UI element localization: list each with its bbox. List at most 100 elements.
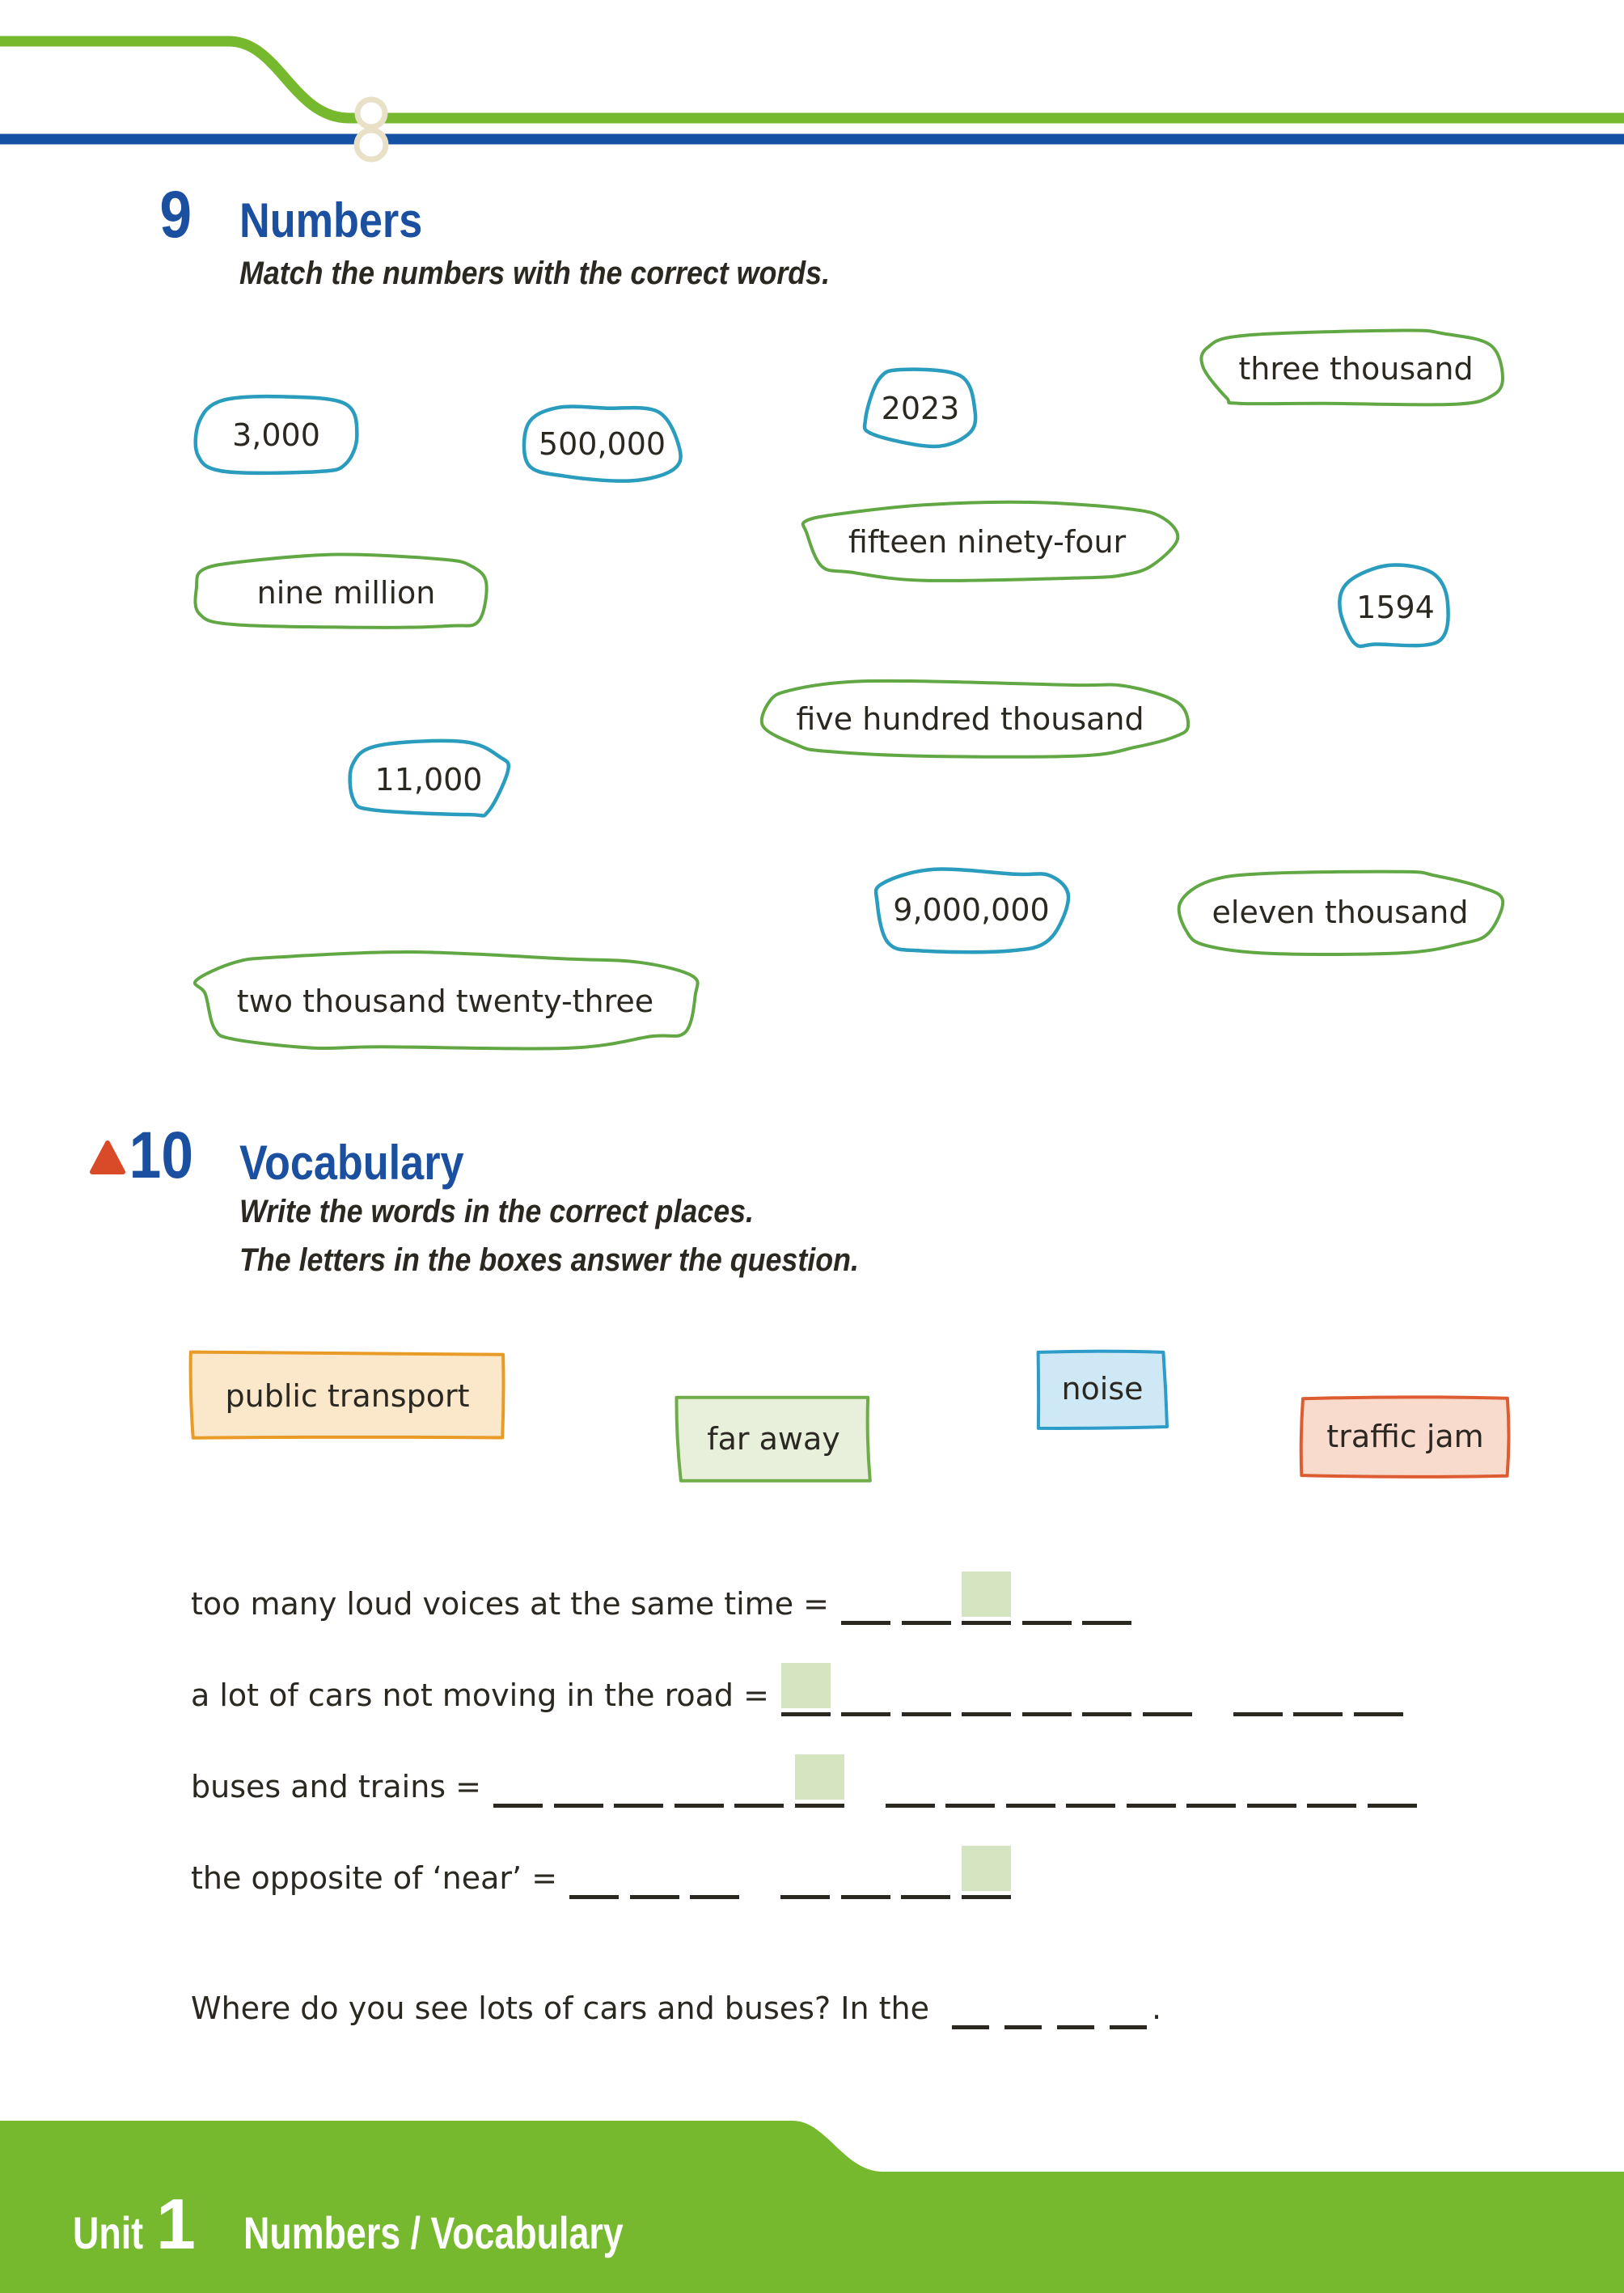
word-box-outline-icon — [1299, 1395, 1511, 1479]
blob-outline-icon — [193, 552, 488, 629]
answer-blank[interactable] — [1082, 1620, 1132, 1625]
match-blob-word[interactable]: eleven thousand — [1176, 869, 1505, 956]
blob-outline-icon — [801, 500, 1180, 582]
match-blob-number[interactable]: 11,000 — [348, 738, 511, 820]
answer-blank[interactable] — [690, 1894, 740, 1899]
footer-band — [0, 2121, 1624, 2293]
footer-section-title: Numbers / Vocabulary — [243, 2207, 624, 2258]
blank-group — [493, 1754, 844, 1808]
exercise9-instruction: Match the numbers with the correct words… — [239, 256, 831, 291]
top-decoration — [0, 36, 1624, 163]
blank-group — [951, 1991, 1147, 2029]
definition-text: too many loud voices at the same time = — [191, 1586, 830, 1622]
answer-blank[interactable] — [734, 1803, 784, 1808]
blob-outline-icon — [193, 950, 700, 1051]
answer-blank[interactable] — [1246, 1803, 1296, 1808]
match-blob-word[interactable]: fifteen ninety-four — [795, 500, 1180, 583]
answer-blank[interactable] — [493, 1803, 543, 1808]
answer-blank[interactable] — [1307, 1803, 1356, 1808]
answer-blank[interactable] — [1082, 1711, 1132, 1716]
green-rule — [0, 36, 1624, 124]
blob-label: eleven thousand — [1212, 895, 1469, 930]
answer-blank[interactable] — [1293, 1711, 1343, 1716]
word-bank-item[interactable]: public transport — [188, 1350, 505, 1441]
answer-blank[interactable] — [1186, 1803, 1236, 1808]
answer-blank[interactable] — [951, 2024, 989, 2029]
answer-blank[interactable] — [1056, 2024, 1094, 2029]
letter-box — [962, 1571, 1012, 1617]
answer-blank[interactable] — [885, 1803, 935, 1808]
match-blob-number[interactable]: 2023 — [862, 367, 978, 449]
answer-blank[interactable] — [962, 1571, 1012, 1625]
word-bank-item[interactable]: noise — [1036, 1348, 1169, 1430]
blob-outline-icon — [193, 394, 359, 476]
match-blob-word[interactable]: three thousand — [1199, 328, 1512, 410]
word-bank-label: far away — [707, 1421, 840, 1457]
answer-blank[interactable] — [780, 1894, 831, 1899]
answer-blank[interactable] — [1353, 1711, 1403, 1716]
exercise10-instruction-line2: The letters in the boxes answer the ques… — [239, 1242, 859, 1278]
answer-blank[interactable] — [614, 1803, 663, 1808]
answer-blank[interactable] — [1367, 1803, 1417, 1808]
answer-blank[interactable] — [841, 1620, 891, 1625]
footer-unit-number: 1 — [156, 2184, 196, 2264]
question-text: Where do you see lots of cars and buses?… — [191, 1991, 929, 2026]
answer-blank[interactable] — [1126, 1803, 1176, 1808]
blob-label: fifteen ninety-four — [848, 524, 1127, 560]
answer-blank[interactable] — [794, 1754, 844, 1808]
answer-blank[interactable] — [629, 1894, 679, 1899]
word-box-outline-icon — [1036, 1349, 1169, 1430]
answer-blank[interactable] — [945, 1803, 995, 1808]
answer-blank[interactable] — [780, 1662, 831, 1716]
answer-blank[interactable] — [674, 1803, 724, 1808]
answer-blank[interactable] — [901, 1620, 951, 1625]
blob-outline-icon — [1338, 563, 1450, 649]
answer-blank[interactable] — [901, 1894, 951, 1899]
definition-text: the opposite of ‘near’ = — [191, 1860, 558, 1896]
answer-blank[interactable] — [553, 1803, 603, 1808]
letter-box — [961, 1845, 1011, 1891]
answer-blank[interactable] — [1066, 1803, 1115, 1808]
match-blob-number[interactable]: 3,000 — [192, 394, 360, 476]
definition-row: the opposite of ‘near’ = — [191, 1845, 1011, 1899]
answer-blank[interactable] — [569, 1894, 620, 1899]
blank-group — [569, 1860, 740, 1899]
match-blob-number[interactable]: 1594 — [1338, 563, 1453, 651]
exercise9-number: 9 — [159, 178, 192, 252]
answer-blank[interactable] — [1109, 2024, 1147, 2029]
match-blob-word[interactable]: five hundred thousand — [751, 679, 1191, 759]
match-blob-word[interactable]: two thousand twenty-three — [191, 950, 700, 1052]
answer-blank[interactable] — [1021, 1620, 1072, 1625]
answer-blank[interactable] — [841, 1711, 891, 1716]
answer-blank[interactable] — [1233, 1711, 1283, 1716]
match-blob-word[interactable]: nine million — [193, 551, 497, 634]
match-blob-number[interactable]: 9,000,000 — [873, 867, 1071, 954]
answer-blank[interactable] — [1004, 2024, 1042, 2029]
answer-blank[interactable] — [1005, 1803, 1055, 1808]
blob-label: 500,000 — [538, 425, 666, 462]
answer-blank[interactable] — [901, 1711, 951, 1716]
answer-blank[interactable] — [962, 1711, 1012, 1716]
blob-label: nine million — [256, 574, 436, 611]
blank-group — [1233, 1677, 1403, 1716]
definition-text: a lot of cars not moving in the road = — [191, 1677, 769, 1713]
definition-row: too many loud voices at the same time = — [191, 1571, 1132, 1625]
chain-link-top-icon — [354, 96, 388, 130]
answer-blank[interactable] — [1021, 1711, 1072, 1716]
match-blob-number[interactable]: 500,000 — [519, 404, 685, 483]
exercise10-number: 10 — [129, 1119, 193, 1192]
answer-blank[interactable] — [840, 1894, 890, 1899]
word-bank-item[interactable]: traffic jam — [1299, 1394, 1511, 1479]
blob-label: three thousand — [1238, 351, 1474, 387]
blob-outline-icon — [873, 867, 1071, 954]
answer-blank[interactable] — [961, 1845, 1011, 1899]
blob-label: 1594 — [1356, 590, 1435, 625]
definition-row: a lot of cars not moving in the road = — [191, 1662, 1403, 1716]
definition-row: buses and trains = — [191, 1754, 1417, 1808]
blob-outline-icon — [759, 679, 1191, 759]
answer-blank[interactable] — [1142, 1711, 1192, 1716]
blob-outline-icon — [522, 404, 683, 483]
word-bank-item[interactable]: far away — [675, 1394, 872, 1483]
word-bank-label: traffic jam — [1326, 1419, 1484, 1454]
